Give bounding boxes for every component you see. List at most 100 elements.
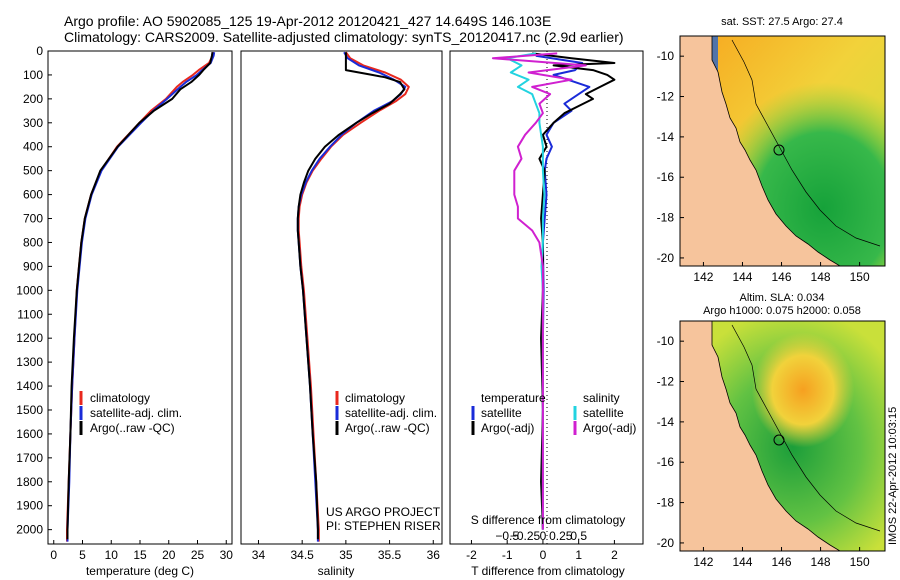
legend-label-s-argo: Argo(-adj) <box>583 421 636 435</box>
x-tick-label: 20 <box>162 548 176 562</box>
x-tick-label: 30 <box>220 548 234 562</box>
x-tick-label: 35.5 <box>378 548 402 562</box>
map-y-tick-label: -18 <box>657 496 675 510</box>
depth-tick-label: 200 <box>23 92 43 106</box>
difference-axes-frame <box>449 50 644 545</box>
x-tick-label: 2 <box>611 548 618 562</box>
legend-label-s-satellite: satellite <box>583 406 624 420</box>
float-marker <box>773 144 785 156</box>
salinity-lines <box>296 51 410 542</box>
x-tick-label: 36 <box>427 548 441 562</box>
depth-tick-label: 800 <box>23 235 43 249</box>
top-tick-label: 0.5 <box>570 529 587 543</box>
difference-panel: -2 -1 0 1 2−0.5−0.25 0 0.250.5 T difference fr… <box>449 50 644 578</box>
difference-top-label: S difference from climatology <box>471 513 626 527</box>
top-tick-label: 0 <box>540 529 547 543</box>
map-x-tick-label: 144 <box>732 270 752 284</box>
series-line-s-argo-adj- <box>491 52 587 530</box>
temperature-legend: climatology satellite-adj. clim. Argo(..… <box>79 391 182 435</box>
temperature-panel: 0100200300400500600700800900100011001200… <box>16 44 454 578</box>
legend-label-climatology: climatology <box>345 391 405 405</box>
series-line-argo-raw-qc- <box>296 52 406 540</box>
x-tick-label: 0 <box>50 548 57 562</box>
depth-tick-label: 1600 <box>16 427 43 441</box>
salinity-legend: climatology satellite-adj. clim. Argo(..… <box>335 391 437 435</box>
depth-tick-label: 1800 <box>16 475 43 489</box>
legend-label-argo: Argo(..raw -QC) <box>345 421 430 435</box>
depth-tick-label: 600 <box>23 188 43 202</box>
legend-label-argo: Argo(..raw -QC) <box>90 421 175 435</box>
map-y-tick-label: -12 <box>657 90 675 104</box>
map-x-tick-label: 146 <box>772 270 792 284</box>
depth-tick-label: 1200 <box>16 331 43 345</box>
depth-tick-label: 1000 <box>16 283 43 297</box>
top-tick-label: −0.25 <box>510 529 541 543</box>
map-y-tick-label: -16 <box>657 170 675 184</box>
x-tick-label: 0 <box>540 548 547 562</box>
depth-tick-label: 1500 <box>16 403 43 417</box>
australia-land <box>680 321 841 551</box>
salinity-x-axis: 34 34.5 35 35.5 36 <box>252 540 440 562</box>
x-tick-label: -2 <box>466 548 477 562</box>
x-tick-label: 25 <box>191 548 205 562</box>
sla-map-panel: Altim. SLA: 0.034 Argo h1000: 0.075 h200… <box>657 292 886 569</box>
map-y-tick-label: -10 <box>657 334 675 348</box>
top-tick-label: −0.5 <box>495 529 519 543</box>
map-x-tick-label: 150 <box>850 270 870 284</box>
legend-label-t-argo: Argo(-adj) <box>481 421 534 435</box>
sst-map-panel: sat. SST: 27.5 Argo: 27.4 142 144 146 148 15… <box>657 16 886 284</box>
map-x-tick-label: 144 <box>732 555 752 569</box>
top-tick-label: 0.25 <box>549 529 573 543</box>
sst-map-frame <box>679 35 886 267</box>
map-y-tick-label: -16 <box>657 455 675 469</box>
australia-land <box>680 36 841 266</box>
salinity-panel: 34 34.5 35 35.5 36 salinity climatology sate… <box>240 50 443 578</box>
map-x-tick-label: 146 <box>772 555 792 569</box>
depth-tick-label: 1400 <box>16 379 43 393</box>
sla-map-title-2: Argo h1000: 0.075 h2000: 0.058 <box>703 305 861 317</box>
difference-legend: temperature salinity satellite Argo(-adj… <box>471 391 636 435</box>
series-line-argo-raw-qc- <box>66 52 214 540</box>
temperature-xlabel: temperature (deg C) <box>86 564 194 578</box>
map-y-tick-label: -18 <box>657 211 675 225</box>
depth-tick-label: 1900 <box>16 499 43 513</box>
depth-axis: 0 100 200 300 400 500 600 700 800 900 1000 1100 1200… <box>16 44 454 537</box>
difference-xlabel: T difference from climatology <box>471 564 625 578</box>
sla-map-frame <box>679 320 886 552</box>
map-y-tick-label: -14 <box>657 415 675 429</box>
shelf-contour <box>731 324 881 532</box>
depth-tick-label: 700 <box>23 212 43 226</box>
x-tick-label: 10 <box>105 548 119 562</box>
legend-heading-salinity: salinity <box>583 391 620 405</box>
legend-label-satellite: satellite-adj. clim. <box>90 406 182 420</box>
difference-lines <box>491 52 616 530</box>
temperature-axes-frame <box>47 50 233 545</box>
map-y-tick-label: -20 <box>657 251 675 265</box>
x-tick-label: 34 <box>252 548 266 562</box>
depth-tick-label: 2000 <box>16 523 43 537</box>
legend-heading-temperature: temperature <box>481 391 546 405</box>
depth-tick-label: 1700 <box>16 451 43 465</box>
map-x-tick-label: 142 <box>693 270 713 284</box>
map-y-tick-label: -20 <box>657 536 675 550</box>
project-annotation: US ARGO PROJECT <box>326 505 441 519</box>
sst-map-axes: 142 144 146 148 150 -10 -12 -14 -16 -18 -20 <box>657 49 870 284</box>
map-x-tick-label: 148 <box>811 270 831 284</box>
side-stamp: IMOS 22-Apr-2012 10:03:15 <box>887 407 899 545</box>
depth-tick-label: 900 <box>23 259 43 273</box>
x-tick-label: 34.5 <box>290 548 314 562</box>
x-tick-label: 35 <box>339 548 353 562</box>
depth-tick-label: 1300 <box>16 355 43 369</box>
legend-label-satellite: satellite-adj. clim. <box>345 406 437 420</box>
float-marker <box>773 434 785 446</box>
temperature-x-axis: 0 5 10 15 20 25 30 <box>50 540 233 562</box>
salinity-axes-frame <box>240 50 443 545</box>
depth-tick-label: 300 <box>23 116 43 130</box>
salinity-xlabel: salinity <box>318 564 355 578</box>
shelf-contour <box>731 39 881 247</box>
depth-tick-label: 400 <box>23 140 43 154</box>
depth-tick-label: 500 <box>23 164 43 178</box>
map-x-tick-label: 150 <box>850 555 870 569</box>
sla-map-title-1: Altim. SLA: 0.034 <box>740 292 825 304</box>
x-tick-label: 5 <box>79 548 86 562</box>
